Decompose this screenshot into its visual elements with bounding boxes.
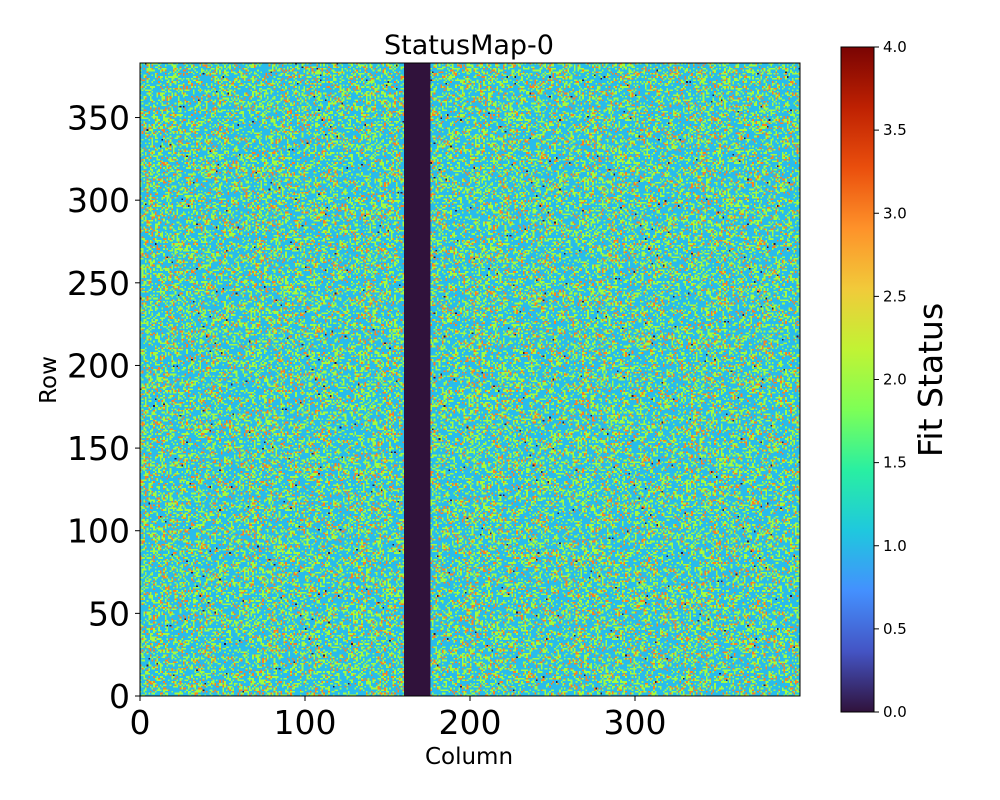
colorbar-tick-label: 0.0 — [883, 703, 907, 721]
chart-title: StatusMap-0 — [384, 30, 554, 61]
x-axis-label: Column — [425, 744, 513, 770]
colorbar-label: Fit Status — [911, 303, 950, 457]
x-tick-label: 200 — [439, 703, 502, 742]
y-axis-label: Row — [36, 356, 62, 404]
plot-area — [139, 62, 801, 697]
y-tick-label: 100 — [67, 512, 130, 551]
y-tick-label: 250 — [67, 264, 130, 303]
x-tick-label: 300 — [604, 703, 667, 742]
masked-column-band — [404, 63, 431, 696]
heatmap-cells — [140, 63, 800, 696]
y-tick-label: 350 — [67, 99, 130, 138]
colorbar — [840, 46, 875, 713]
y-tick-label: 200 — [67, 346, 130, 385]
colorbar-axis: 0.0 0.5 1.0 1.5 2.0 2.5 3.0 3.5 4.0 — [874, 38, 907, 721]
colorbar-tick-label: 4.0 — [883, 38, 907, 56]
colorbar-tick-label: 3.0 — [883, 204, 907, 222]
colorbar-tick-label: 0.5 — [883, 620, 907, 638]
x-tick-label: 100 — [274, 703, 337, 742]
y-axis: 0 50 100 150 200 250 300 350 — [67, 99, 140, 716]
y-tick-label: 50 — [88, 594, 130, 633]
x-axis: 0 100 200 300 — [130, 696, 667, 742]
y-tick-label: 300 — [67, 181, 130, 220]
y-tick-label: 0 — [109, 677, 130, 716]
x-tick-label: 0 — [130, 703, 151, 742]
colorbar-tick-label: 1.0 — [883, 537, 907, 555]
y-tick-label: 150 — [67, 429, 130, 468]
colorbar-tick-label: 3.5 — [883, 121, 907, 139]
colorbar-tick-label: 2.5 — [883, 287, 907, 305]
colorbar-tick-label: 2.0 — [883, 371, 907, 389]
colorbar-tick-label: 1.5 — [883, 454, 907, 472]
